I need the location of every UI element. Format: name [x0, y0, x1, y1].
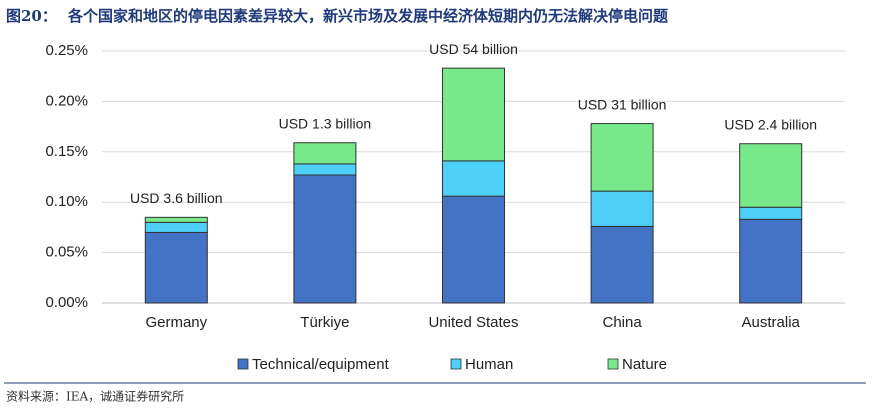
annotation: USD 54 billion: [429, 41, 518, 57]
bar-segment: [144, 221, 208, 233]
bar-segment: [739, 143, 803, 208]
annotation: USD 2.4 billion: [724, 116, 817, 132]
bar-segment: [590, 190, 654, 227]
x-tick-label: Germany: [145, 314, 207, 331]
x-tick-label: China: [602, 314, 642, 331]
annotation: USD 1.3 billion: [279, 115, 372, 131]
y-tick-label: 0.15%: [45, 143, 88, 160]
y-tick-label: 0.05%: [45, 244, 88, 261]
annotation: USD 3.6 billion: [130, 190, 223, 206]
y-tick-label: 0.20%: [45, 92, 88, 109]
legend-label: Human: [465, 356, 513, 373]
figure-label: 图20：: [6, 7, 57, 25]
bar-segment: [590, 123, 654, 192]
bar-segment: [293, 163, 357, 176]
legend-label: Technical/equipment: [252, 356, 390, 373]
x-tick-label: Australia: [742, 314, 801, 331]
legend-label: Nature: [622, 356, 667, 373]
legend-swatch: [450, 358, 462, 370]
legend-swatch: [607, 358, 619, 370]
bar-segment: [293, 142, 357, 165]
bar-segment: [590, 225, 654, 304]
y-tick-label: 0.10%: [45, 193, 88, 210]
bar-segment: [442, 160, 505, 197]
bar-segment: [739, 218, 803, 304]
x-tick-label: United States: [428, 314, 518, 331]
legend-swatch: [237, 358, 249, 370]
chart-title: 各个国家和地区的停电因素差异较大，新兴市场及发展中经济体短期内仍无法解决停电问题: [67, 7, 669, 25]
bar-segment: [442, 195, 505, 304]
y-tick-label: 0.25%: [45, 42, 88, 59]
source: 资料来源：IEA，诚通证券研究所: [6, 389, 184, 404]
bar-segment: [739, 206, 803, 220]
annotation: USD 31 billion: [578, 96, 667, 112]
x-tick-label: Türkiye: [300, 314, 349, 331]
y-tick-label: 0.00%: [45, 294, 88, 311]
bar-segment: [442, 67, 505, 162]
bar-segment: [144, 216, 208, 223]
bar-segment: [144, 231, 208, 304]
bar-segment: [293, 174, 357, 304]
